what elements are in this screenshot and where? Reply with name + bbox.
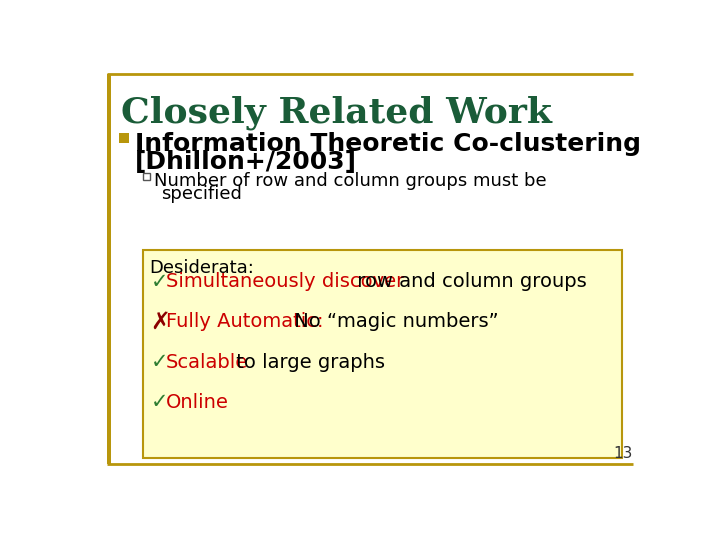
Text: to large graphs: to large graphs [230, 353, 384, 372]
Text: ✓: ✓ [150, 352, 168, 372]
Text: No “magic numbers”: No “magic numbers” [288, 313, 499, 332]
Text: Desiderata:: Desiderata: [149, 259, 253, 277]
Text: specified: specified [161, 185, 242, 203]
Text: 13: 13 [613, 446, 632, 461]
Text: ✓: ✓ [150, 272, 168, 292]
Text: Online: Online [166, 393, 229, 411]
Bar [143, 173, 150, 180]
Text: row and column groups: row and column groups [351, 273, 586, 292]
Text: Information Theoretic Co-clustering: Information Theoretic Co-clustering [135, 132, 641, 156]
FancyBboxPatch shape [143, 249, 621, 457]
Text: [Dhillon+/2003]: [Dhillon+/2003] [135, 150, 357, 174]
Text: Fully Automatic:: Fully Automatic: [166, 313, 323, 332]
Bar [107, 74, 111, 464]
Text: Number of row and column groups must be: Number of row and column groups must be [153, 172, 546, 190]
Text: ✗: ✗ [150, 310, 170, 334]
Text: Scalable: Scalable [166, 353, 248, 372]
Text: Closely Related Work: Closely Related Work [121, 96, 552, 130]
Bar [120, 133, 129, 143]
Text: Simultaneously discover: Simultaneously discover [166, 273, 404, 292]
Text: ✓: ✓ [150, 392, 168, 412]
